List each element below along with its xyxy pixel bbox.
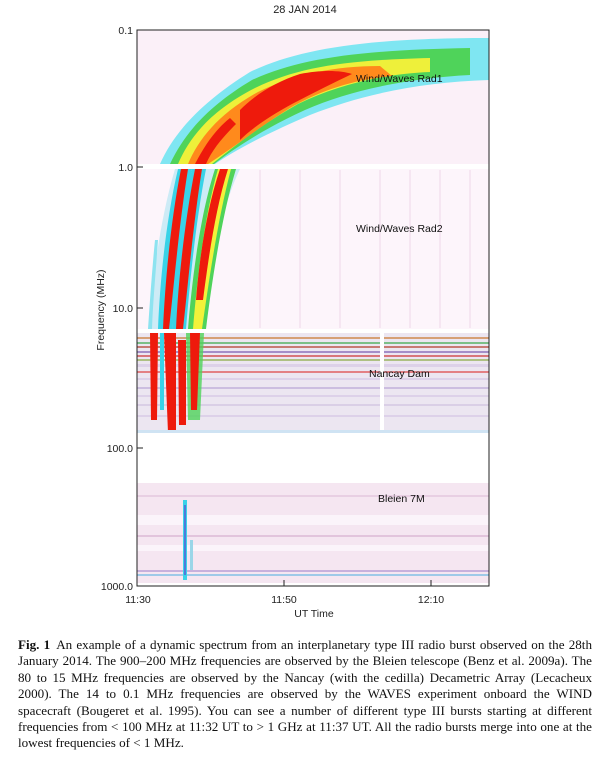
instrument-label-bleien: Bleien 7M [378, 493, 425, 505]
rad1-panel [137, 30, 489, 164]
y-axis [137, 29, 143, 587]
figure-caption: Fig. 1 An example of a dynamic spectrum f… [18, 637, 592, 752]
rad2-panel [137, 169, 489, 329]
y-axis-label: Frequency (MHz) [95, 269, 107, 350]
instrument-label-nancay: Nancay Dam [369, 368, 430, 380]
dynamic-spectrum-figure: 28 JAN 2014 [95, 4, 490, 620]
figure-title: 28 JAN 2014 [273, 4, 337, 16]
y-tick-label: 0.1 [118, 25, 133, 37]
y-tick-label: 100.0 [107, 443, 133, 455]
x-axis-label: UT Time [294, 608, 334, 620]
x-axis [136, 580, 432, 586]
bleien-panel [137, 483, 489, 583]
y-tick-label: 1000.0 [101, 581, 133, 593]
caption-label: Fig. 1 [18, 637, 51, 652]
x-tick-label: 11:30 [125, 594, 151, 606]
instrument-label-rad2: Wind/Waves Rad2 [356, 223, 443, 235]
y-tick-label: 10.0 [113, 303, 134, 315]
y-tick-label: 1.0 [118, 162, 133, 174]
nancay-panel [137, 333, 489, 433]
x-tick-label: 11:50 [271, 594, 297, 606]
instrument-label-rad1: Wind/Waves Rad1 [356, 73, 443, 85]
x-tick-label: 12:10 [418, 594, 444, 606]
caption-text: An example of a dynamic spectrum from an… [18, 637, 592, 751]
